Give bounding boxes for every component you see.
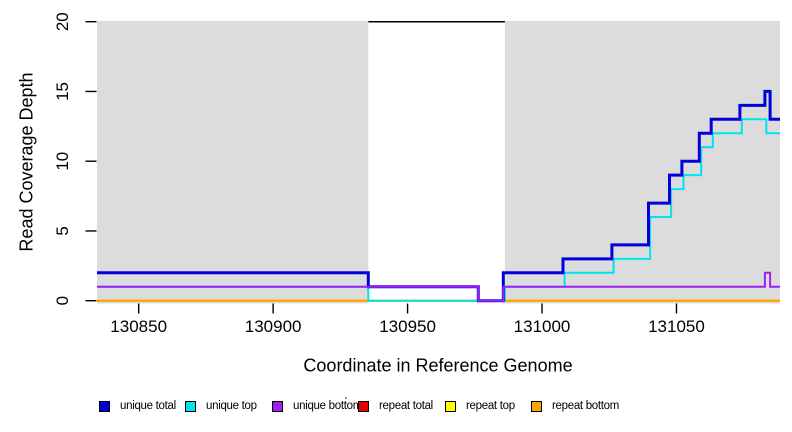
legend-swatch	[185, 400, 196, 412]
x-tick-label: 130900	[245, 317, 302, 336]
legend-item-unique-bottom: unique bottom	[272, 399, 362, 413]
legend-item-repeat-bottom: repeat bottom	[531, 399, 619, 413]
x-axis-label: Coordinate in Reference Genome	[303, 355, 573, 376]
legend-swatch	[272, 400, 283, 412]
legend-item-unique-total: unique total	[99, 399, 176, 413]
legend-swatch	[531, 400, 542, 412]
legend-swatch	[99, 400, 110, 412]
legend-swatch	[358, 400, 369, 412]
legend-label: repeat total	[379, 400, 433, 412]
y-tick-label: 20	[53, 12, 72, 31]
x-tick-label: 131050	[648, 317, 705, 336]
legend-label: repeat top	[466, 400, 515, 412]
legend-item-unique-top: unique top	[185, 399, 257, 413]
stray-mark: '	[345, 396, 347, 407]
x-tick-label: 130850	[110, 317, 167, 336]
y-axis-label: Read Coverage Depth	[16, 72, 37, 252]
uncovered-region	[368, 20, 505, 304]
legend-item-repeat-top: repeat top	[445, 399, 515, 413]
legend-label: unique bottom	[293, 400, 362, 412]
y-tick-label: 0	[53, 296, 72, 305]
legend-label: unique total	[120, 400, 176, 412]
legend-item-repeat-total: repeat total	[358, 399, 433, 413]
x-tick-label: 130950	[379, 317, 436, 336]
legend: unique total unique top unique bottom repea…	[0, 399, 792, 417]
legend-label: unique top	[206, 400, 257, 412]
legend-label: repeat bottom	[552, 400, 620, 412]
series-line-unique-bottom	[97, 271, 780, 302]
legend-swatch	[445, 400, 456, 412]
y-tick-label: 15	[53, 82, 72, 101]
x-tick-label: 131000	[514, 317, 571, 336]
series-line-unique-top	[97, 118, 780, 302]
y-tick-label: 5	[53, 226, 72, 235]
y-tick-label: 10	[53, 152, 72, 171]
